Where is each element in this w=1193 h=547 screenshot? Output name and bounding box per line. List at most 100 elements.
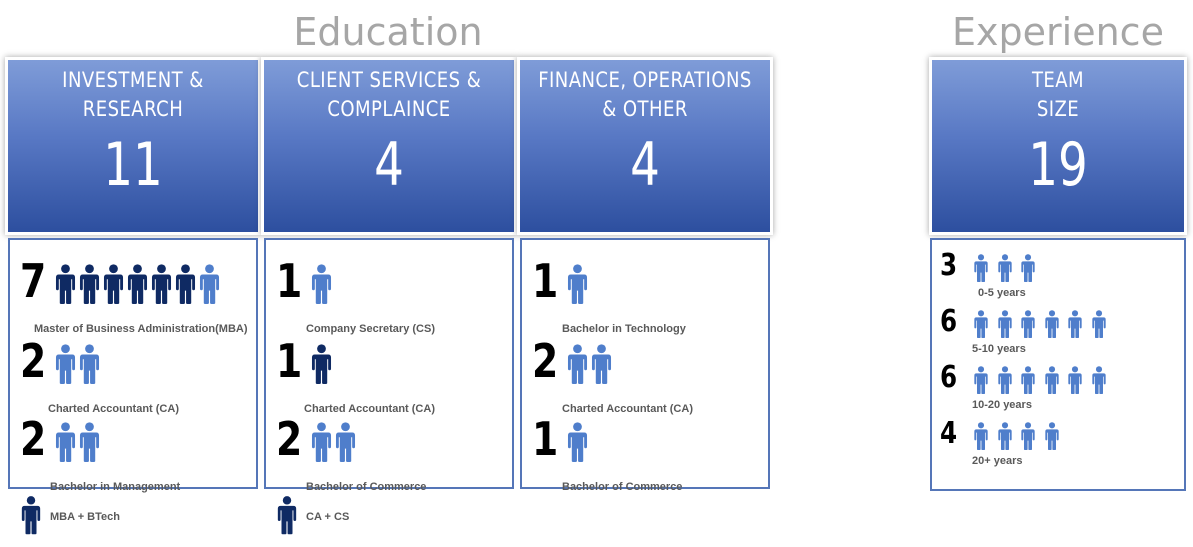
person-icon-group [970,366,1111,394]
category-header: CLIENT SERVICES & COMPLAINCE 4 [264,60,514,232]
qualification-count: 2 [532,334,559,388]
person-icon [311,344,332,384]
team-size-count: 19 [1028,130,1088,200]
person-icon [175,264,196,304]
person-icon [1044,310,1059,338]
person-icon [567,422,588,462]
category-header: INVESTMENT & RESEARCH 11 [8,60,258,232]
education-title: Education [293,10,483,54]
person-icon [1091,310,1106,338]
person-icon [974,254,988,282]
qualification-label: Bachelor of Commerce [306,481,427,493]
experience-row: 6 5-10 years [932,304,1184,360]
person-icon [277,496,297,535]
qualification-row: 2 Charted Accountant (CA) [10,334,256,420]
dual-qualification-label: MBA + BTech [50,511,120,523]
person-icon-group [54,264,222,304]
qualification-row: 1 Company Secretary (CS) [266,254,512,340]
qualification-count: 2 [20,412,47,466]
experience-panel: 3 0-5 years 6 5-10 years 6 10-20 years 4 20+ ye… [930,238,1186,491]
person-icon [1021,366,1035,394]
qualification-count: 1 [276,334,303,388]
person-icon-group [310,264,334,304]
person-icon [974,310,988,338]
person-icon [1021,254,1035,282]
qualification-panel: 1 Company Secretary (CS) 1 Charted Accounta… [264,238,514,493]
person-icon [79,422,100,462]
qualification-count: 1 [532,254,559,308]
qualification-count: 2 [20,334,47,388]
person-icon-group [54,344,102,384]
qualification-row: 7 Master of Business Administration(MBA) [10,254,256,340]
qualification-label: Bachelor in Technology [562,323,686,335]
person-icon [311,264,332,304]
category-count: 11 [103,130,163,200]
qualification-row: 1 Bachelor of Commerce [522,412,768,498]
qualification-label: Master of Business Administration(MBA) [34,323,248,335]
person-icon [335,422,356,462]
person-icon [591,344,612,384]
qualification-row: 1 Charted Accountant (CA) [266,334,512,420]
person-icon [567,264,588,304]
person-icon [55,264,76,304]
person-icon [55,422,76,462]
qualification-row: 2 Bachelor of Commerce [266,412,512,498]
person-icon-group [310,344,334,384]
person-icon [1068,366,1082,394]
category-count: 4 [630,130,660,200]
dual-qualification-note: CA + CS [276,494,476,536]
qualification-count: 1 [532,412,559,466]
experience-row: 3 0-5 years [932,248,1184,304]
person-icon-group [970,254,1041,282]
experience-title: Experience [952,10,1164,54]
person-icon [1021,310,1035,338]
category-header: FINANCE, OPERATIONS & OTHER 4 [520,60,770,232]
dual-qualification-label: CA + CS [306,511,350,523]
qualification-row: 1 Bachelor in Technology [522,254,768,340]
person-icon [79,264,100,304]
qualification-label: Charted Accountant (CA) [48,403,179,415]
person-icon [127,264,148,304]
qualification-label: Company Secretary (CS) [306,323,435,335]
person-icon [1068,310,1082,338]
person-icon [55,344,76,384]
qualification-panel: 1 Bachelor in Technology 2 Charted Accounta… [520,238,770,493]
person-icon [21,496,41,535]
person-icon [1091,366,1106,394]
qualification-row: 2 Charted Accountant (CA) [522,334,768,420]
person-icon [997,366,1012,394]
person-icon [151,264,172,304]
person-icon [1044,366,1059,394]
qualification-count: 1 [276,254,303,308]
team-size-title: TEAM SIZE [1031,68,1085,121]
person-icon-group [970,422,1064,450]
person-icon [974,422,988,450]
experience-row: 4 20+ years [932,416,1184,472]
person-icon [997,310,1012,338]
qualification-row: 2 Bachelor in Management [10,412,256,498]
person-icon [311,422,332,462]
person-icon [997,422,1012,450]
person-icon-group [310,422,358,462]
person-icon [1021,422,1035,450]
experience-count: 3 [940,248,958,283]
experience-range-label: 10-20 years [972,399,1032,411]
experience-range-label: 0-5 years [978,287,1026,299]
person-icon [79,344,100,384]
team-size-header: TEAM SIZE 19 [932,60,1184,232]
person-icon-group [566,422,590,462]
experience-count: 6 [940,304,958,339]
qualification-label: Bachelor of Commerce [562,481,683,493]
category-title: CLIENT SERVICES & COMPLAINCE [296,68,482,121]
experience-range-label: 5-10 years [972,343,1026,355]
person-icon [1044,422,1059,450]
category-title: INVESTMENT & RESEARCH [62,68,204,121]
qualification-label: Charted Accountant (CA) [304,403,435,415]
person-icon [974,366,988,394]
experience-count: 4 [940,416,958,451]
person-icon [199,264,220,304]
qualification-label: Charted Accountant (CA) [562,403,693,415]
qualification-count: 7 [20,254,47,308]
category-count: 4 [374,130,404,200]
experience-row: 6 10-20 years [932,360,1184,416]
